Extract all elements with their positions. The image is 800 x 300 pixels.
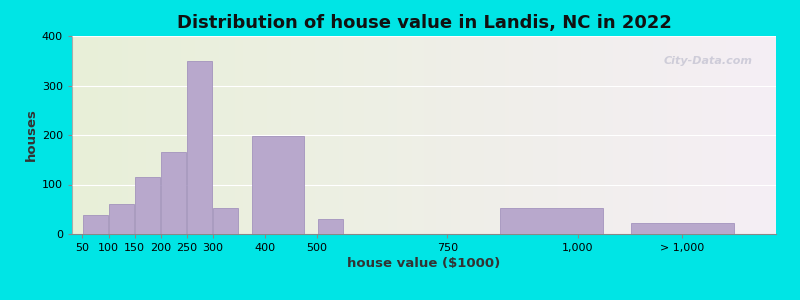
X-axis label: house value ($1000): house value ($1000) (347, 257, 501, 270)
Bar (318, 219, 342, 234)
Bar (500, 208, 603, 234)
Bar (187, 61, 212, 234)
Bar (109, 204, 134, 234)
Bar (161, 152, 186, 234)
Bar (83, 215, 108, 234)
Title: Distribution of house value in Landis, NC in 2022: Distribution of house value in Landis, N… (177, 14, 671, 32)
Text: City-Data.com: City-Data.com (663, 56, 752, 66)
Bar (214, 208, 238, 234)
Y-axis label: houses: houses (25, 109, 38, 161)
Bar (135, 177, 160, 234)
Bar (253, 136, 303, 234)
Bar (630, 223, 734, 234)
